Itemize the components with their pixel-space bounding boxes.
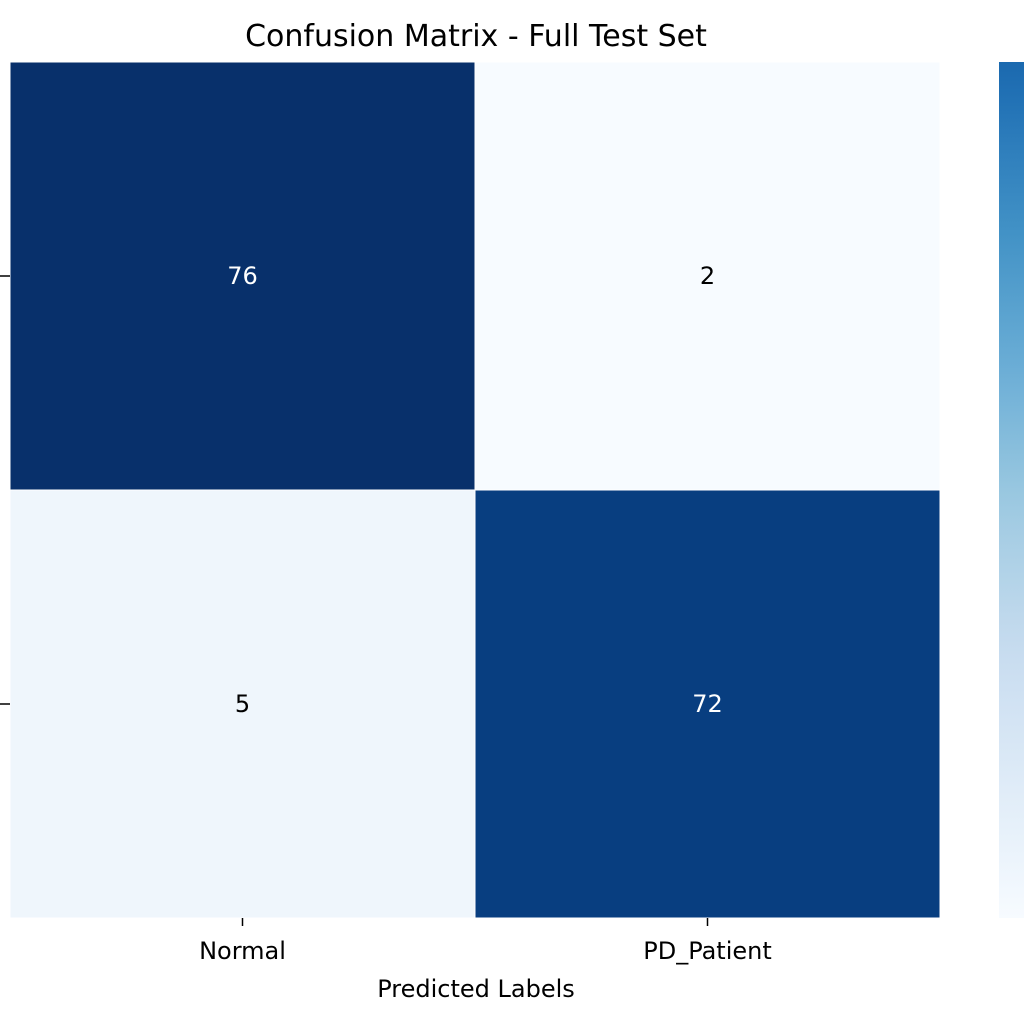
heatmap-cell <box>9 489 476 919</box>
heatmap-cells: 76 2 5 72 <box>9 61 941 919</box>
colorbar <box>999 62 1024 918</box>
chart-title: Confusion Matrix - Full Test Set <box>245 19 707 54</box>
x-tick-label: Normal <box>199 937 286 965</box>
cell-value-label: 2 <box>700 262 715 290</box>
cell-value-label: 5 <box>235 690 250 718</box>
heatmap-cell <box>474 489 941 919</box>
colorbar-gradient <box>999 62 1024 918</box>
axis-ticks: Normal PD_Patient <box>0 275 772 965</box>
heatmap-cell <box>474 61 941 491</box>
x-tick-label: PD_Patient <box>643 937 772 965</box>
cell-value-label: 76 <box>227 262 258 290</box>
cell-value-label: 72 <box>692 690 723 718</box>
x-axis-label: Predicted Labels <box>377 975 575 1003</box>
heatmap-cell <box>9 61 476 491</box>
